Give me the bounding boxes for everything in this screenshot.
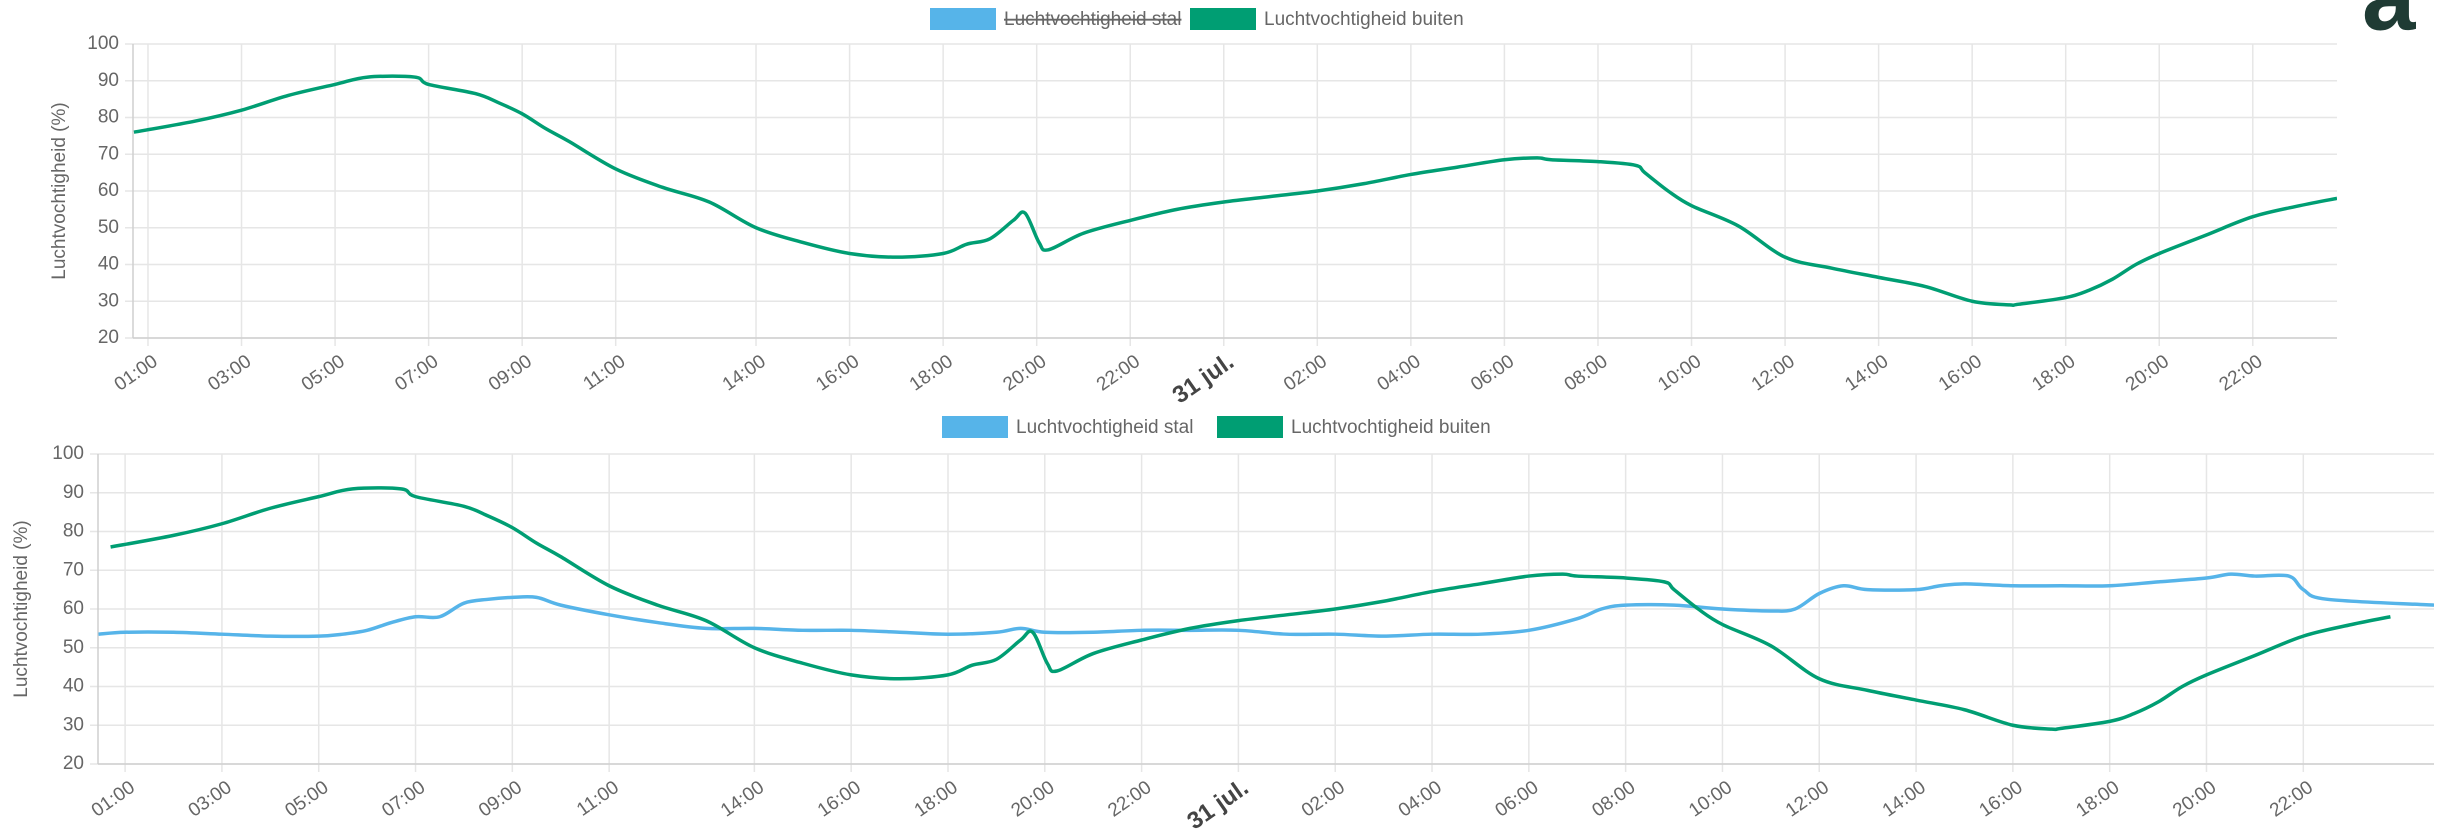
panel-label: a bbox=[2362, 0, 2416, 50]
legend-label: Luchtvochtigheid buiten bbox=[1264, 9, 1464, 30]
legend-swatch bbox=[1217, 416, 1283, 438]
y-tick-label: 100 bbox=[52, 443, 84, 464]
y-axis-label: Luchtvochtigheid (%) bbox=[11, 520, 32, 697]
y-tick-label: 90 bbox=[98, 70, 119, 91]
y-tick-label: 100 bbox=[87, 33, 119, 54]
y-tick-label: 60 bbox=[98, 180, 119, 201]
legend-swatch bbox=[930, 8, 996, 30]
y-tick-label: 30 bbox=[98, 290, 119, 311]
y-tick-label: 50 bbox=[63, 637, 84, 658]
series-line bbox=[110, 486, 2391, 732]
y-tick-label: 20 bbox=[63, 753, 84, 774]
series-line bbox=[133, 74, 2337, 307]
legend-label: Luchtvochtigheid buiten bbox=[1291, 417, 1491, 438]
y-tick-label: 50 bbox=[98, 217, 119, 238]
y-tick-label: 80 bbox=[98, 107, 119, 128]
y-tick-label: 20 bbox=[98, 327, 119, 348]
series-line bbox=[98, 572, 2434, 639]
y-tick-label: 40 bbox=[63, 676, 84, 697]
y-tick-label: 80 bbox=[63, 521, 84, 542]
y-axis-label: Luchtvochtigheid (%) bbox=[49, 102, 70, 279]
y-tick-label: 90 bbox=[63, 482, 84, 503]
legend-label: Luchtvochtigheid stal bbox=[1004, 9, 1181, 30]
y-tick-label: 70 bbox=[98, 143, 119, 164]
legend-label: Luchtvochtigheid stal bbox=[1016, 417, 1193, 438]
legend-swatch bbox=[1190, 8, 1256, 30]
y-tick-label: 40 bbox=[98, 254, 119, 275]
legend-swatch bbox=[942, 416, 1008, 438]
y-tick-label: 30 bbox=[63, 714, 84, 735]
y-tick-label: 70 bbox=[63, 559, 84, 580]
y-tick-label: 60 bbox=[63, 598, 84, 619]
